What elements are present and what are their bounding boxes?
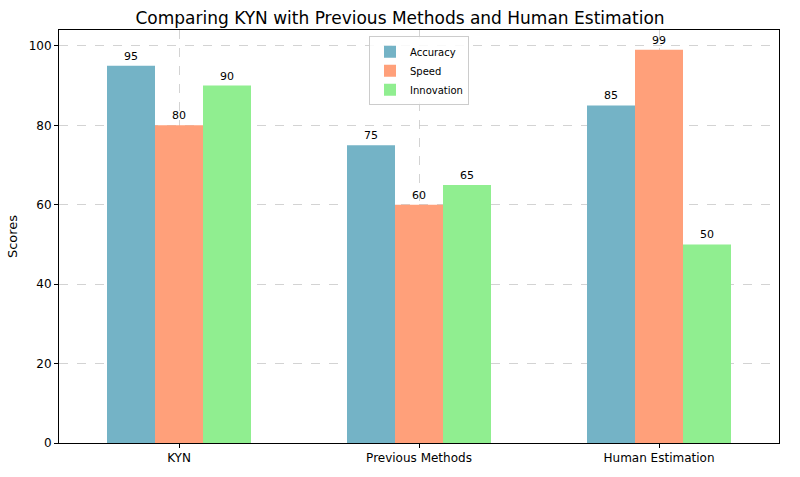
svg-text:85: 85 xyxy=(604,89,618,102)
svg-text:50: 50 xyxy=(700,228,714,241)
svg-text:95: 95 xyxy=(124,50,138,63)
svg-text:Previous Methods: Previous Methods xyxy=(366,451,472,465)
svg-text:0: 0 xyxy=(44,436,52,450)
svg-text:80: 80 xyxy=(36,119,51,133)
svg-text:65: 65 xyxy=(460,169,474,182)
svg-text:90: 90 xyxy=(220,70,234,83)
svg-text:60: 60 xyxy=(412,189,426,202)
svg-text:Speed: Speed xyxy=(410,66,441,77)
svg-text:Innovation: Innovation xyxy=(410,85,463,96)
svg-text:40: 40 xyxy=(36,277,51,291)
svg-text:20: 20 xyxy=(36,357,51,371)
svg-text:Accuracy: Accuracy xyxy=(410,47,456,58)
svg-text:Human Estimation: Human Estimation xyxy=(604,451,715,465)
svg-text:80: 80 xyxy=(172,109,186,122)
svg-text:Comparing KYN with Previous Me: Comparing KYN with Previous Methods and … xyxy=(135,8,664,28)
svg-text:Scores: Scores xyxy=(5,215,20,258)
svg-text:60: 60 xyxy=(36,198,51,212)
svg-text:KYN: KYN xyxy=(167,451,191,465)
svg-text:100: 100 xyxy=(29,39,52,53)
svg-text:99: 99 xyxy=(652,34,666,47)
svg-text:75: 75 xyxy=(364,129,378,142)
